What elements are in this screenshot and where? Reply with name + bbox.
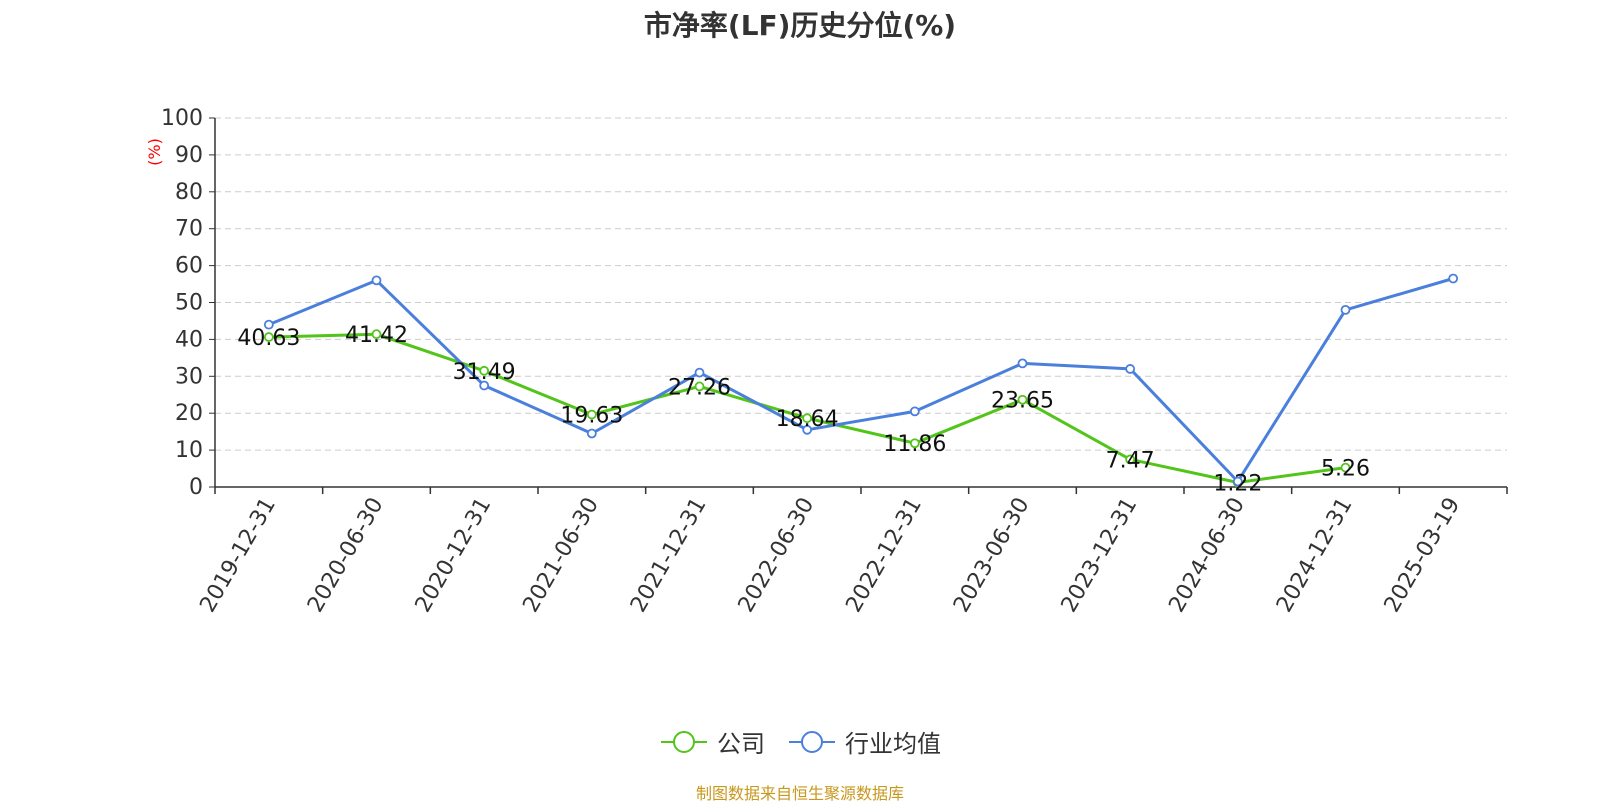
y-tick-label-2: 20 (175, 401, 203, 426)
series-0-point-1[interactable] (371, 329, 382, 340)
x-tick-label-5: 2022-06-30 (734, 494, 820, 617)
series-1-point-5[interactable] (802, 424, 813, 435)
x-tick-label-8: 2023-12-31 (1057, 494, 1143, 617)
y-tick-label-1: 10 (175, 438, 203, 463)
x-tick-label-7: 2023-06-30 (949, 494, 1035, 617)
series-1-point-11[interactable] (1448, 273, 1459, 284)
legend-label-1: 行业均值 (845, 730, 941, 758)
series-0-point-5[interactable] (802, 413, 813, 424)
series-1-point-10[interactable] (1340, 304, 1351, 315)
legend-marker-icon (661, 730, 707, 753)
y-tick-label-10: 100 (161, 106, 203, 131)
data-label-3: 19.63 (560, 404, 623, 429)
axis-layer: 0 10 20 30 40 50 60 70 80 90 100 2019-12-31 2020-06-… (161, 106, 1508, 617)
data-label-4: 27.26 (668, 375, 731, 400)
series-1-point-4[interactable] (694, 367, 705, 378)
data-label-5: 18.64 (776, 407, 839, 432)
y-tick-label-5: 50 (175, 291, 203, 316)
y-axis-label: (%) (145, 138, 164, 166)
y-tick-label-0: 0 (189, 475, 203, 500)
series-0-point-2[interactable] (479, 365, 490, 376)
series-0-point-7[interactable] (1017, 394, 1028, 405)
data-label-1: 41.42 (345, 323, 408, 348)
series-1-point-0[interactable] (263, 319, 274, 330)
y-tick-label-9: 90 (175, 143, 203, 168)
series-0-point-0[interactable] (263, 332, 274, 342)
series-1-point-2[interactable] (479, 380, 490, 391)
series-0-point-3[interactable] (586, 409, 597, 420)
chart-title: 市净率(LF)历史分位(%) (643, 9, 957, 42)
series-1-point-6[interactable] (909, 406, 920, 417)
data-label-10: 5.26 (1321, 457, 1370, 482)
series-1-point-7[interactable] (1017, 358, 1028, 369)
x-tick-label-9: 2024-06-30 (1164, 494, 1250, 617)
series-0-point-6[interactable] (909, 438, 920, 449)
y-tick-label-6: 60 (175, 254, 203, 279)
x-tick-label-3: 2021-06-30 (518, 494, 604, 617)
data-label-0: 40.63 (237, 326, 300, 351)
y-tick-label-4: 40 (175, 327, 203, 352)
series-1-point-9[interactable] (1232, 476, 1243, 487)
legend-label-0: 公司 (717, 730, 765, 758)
series-0-point-10[interactable] (1340, 462, 1351, 473)
x-tick-label-10: 2024-12-31 (1272, 494, 1358, 617)
data-label-layer: 40.63 41.42 31.49 19.63 27.26 18.64 11.86 23.65… (237, 323, 1370, 496)
y-tick-label-8: 80 (175, 180, 203, 205)
y-tick-label-3: 30 (175, 364, 203, 389)
x-tick-label-0: 2019-12-31 (195, 494, 281, 617)
x-tick-label-2: 2020-12-31 (411, 493, 497, 616)
series-1-point-1[interactable] (371, 275, 382, 286)
x-tick-label-11: 2025-03-19 (1380, 494, 1466, 617)
legend: 公司 行业均值 (0, 724, 1600, 759)
x-tick-label-6: 2022-12-31 (841, 493, 927, 616)
series-1-point-3[interactable] (586, 428, 597, 439)
data-label-2: 31.49 (453, 360, 516, 385)
data-label-8: 7.47 (1106, 448, 1155, 473)
series-layer (263, 273, 1459, 488)
legend-marker-icon (789, 730, 835, 753)
data-label-9: 1.22 (1213, 471, 1262, 496)
series-1-point-8[interactable] (1125, 364, 1136, 374)
y-tick-label-7: 70 (175, 217, 203, 242)
series-0-point-4[interactable] (694, 381, 705, 392)
x-tick-label-4: 2021-12-31 (626, 494, 712, 617)
series-line-1 (268, 277, 1454, 483)
grid-layer (215, 117, 1507, 451)
legend-item-1[interactable]: 行业均值 (787, 724, 941, 759)
x-tick-label-1: 2020-06-30 (303, 494, 389, 617)
source-note: 制图数据来自恒生聚源数据库 (695, 784, 904, 803)
legend-item-0[interactable]: 公司 (659, 724, 765, 759)
data-label-7: 23.65 (991, 389, 1054, 414)
series-0-point-8[interactable] (1125, 454, 1136, 465)
data-label-6: 11.86 (883, 432, 946, 457)
